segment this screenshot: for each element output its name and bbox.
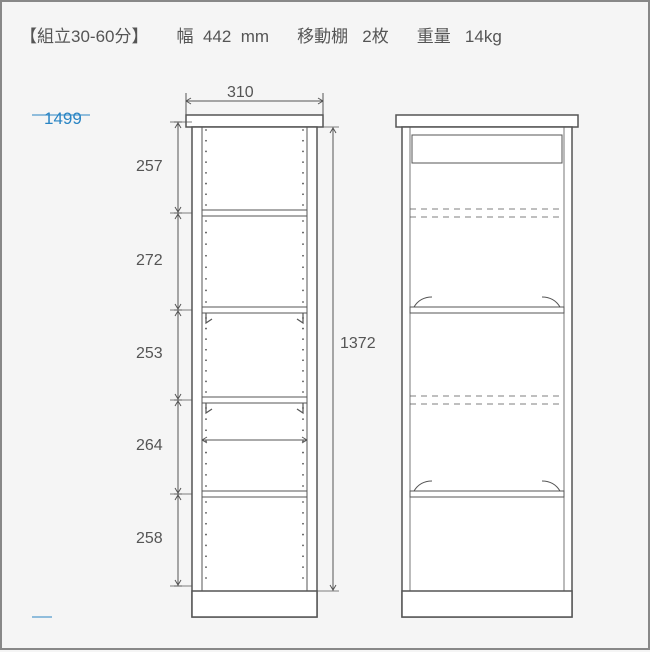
technical-drawing	[2, 2, 650, 652]
